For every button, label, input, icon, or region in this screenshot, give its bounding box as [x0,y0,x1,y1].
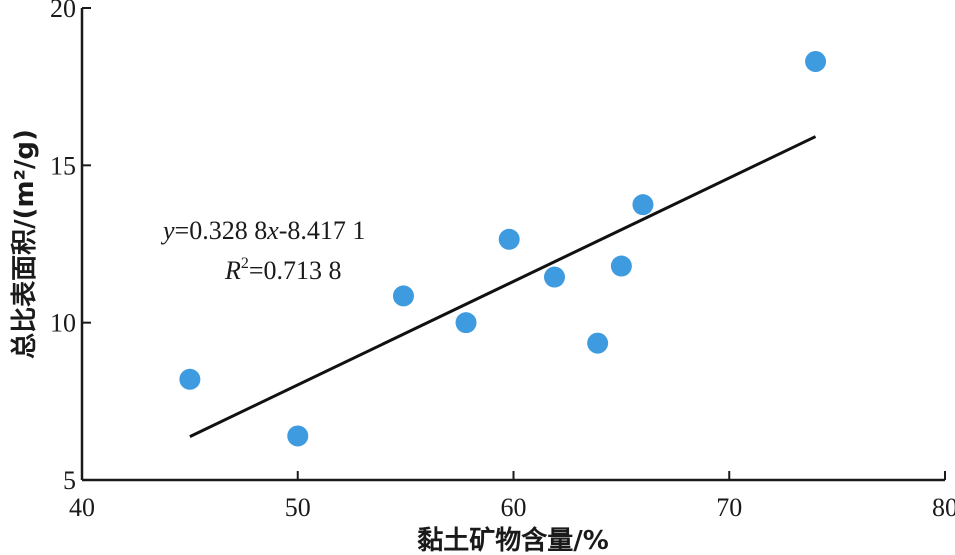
y-tick-label: 5 [63,466,76,495]
y-ticks: 5 10 15 20 [50,0,91,495]
data-point [179,368,201,390]
data-points [179,50,827,447]
data-point [392,285,414,307]
r-squared-var: R [224,256,241,285]
r-squared-sup: 2 [241,255,249,272]
y-tick-label: 15 [50,151,76,180]
equation-slope: =0.328 8 [175,216,268,245]
trendline-group [189,135,817,438]
data-point [587,332,609,354]
x-tick-label: 80 [932,493,955,522]
regression-equation: y=0.328 8x-8.417 1 [160,216,365,245]
r-squared: R2=0.713 8 [224,255,342,285]
data-point [632,194,654,216]
x-tick-label: 60 [501,493,527,522]
equation-x-var: x [266,216,279,245]
x-axis-title: 黏土矿物含量/% [417,525,609,555]
data-point [610,255,632,277]
y-axis-title: 总比表面积/(m²/g) [10,129,40,359]
data-point [498,228,520,250]
trendline [189,135,817,438]
r-squared-value: =0.713 8 [249,256,342,285]
data-point [805,50,827,72]
x-tick-label: 40 [69,493,95,522]
equation-intercept: -8.417 1 [279,216,366,245]
data-point [455,312,477,334]
x-ticks: 40 50 60 70 80 [69,471,955,522]
equation-y-var: y [160,216,175,245]
x-tick-label: 50 [285,493,311,522]
data-point [543,266,565,288]
data-point [287,425,309,447]
y-tick-label: 10 [50,309,76,338]
y-tick-label: 20 [50,0,76,23]
x-tick-label: 70 [716,493,742,522]
